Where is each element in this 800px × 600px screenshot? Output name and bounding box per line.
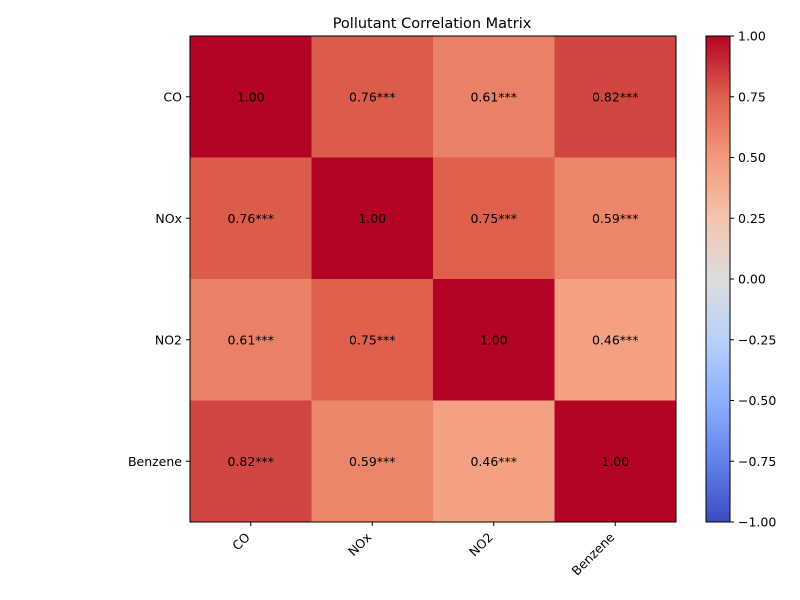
heatmap-cell	[311, 157, 434, 280]
heatmap-cell	[554, 36, 677, 158]
x-tick-label: CO	[229, 529, 253, 553]
cell-value-label: 1.00	[237, 89, 265, 104]
cell-value-label: 0.46***	[592, 332, 639, 347]
cell-value-label: 0.82***	[227, 454, 274, 469]
heatmap-cell	[554, 400, 677, 523]
cell-value-label: 0.59***	[592, 211, 639, 226]
y-tick-label: NOx	[155, 211, 182, 226]
colorbar	[705, 35, 731, 523]
cell-value-label: 0.61***	[227, 332, 274, 347]
heatmap-cell	[190, 36, 312, 158]
x-axis-ticks: CO NOx NO2 Benzene	[229, 522, 618, 578]
cell-value-label: 0.76***	[349, 89, 396, 104]
cell-value-label: 1.00	[601, 454, 629, 469]
y-axis-ticks: CO NOx NO2 Benzene	[128, 89, 190, 469]
heatmap-cell	[433, 279, 555, 401]
heatmap-cell	[190, 157, 312, 280]
colorbar-tick-label: 0.00	[738, 272, 766, 287]
heatmap-cell	[190, 279, 312, 401]
chart-title: Pollutant Correlation Matrix	[333, 16, 532, 32]
colorbar-tick-label: 1.00	[738, 29, 766, 44]
heatmap-cell	[433, 36, 555, 158]
cell-value-label: 0.61***	[470, 89, 517, 104]
cell-value-label: 1.00	[480, 332, 508, 347]
cell-value-label: 0.46***	[470, 454, 517, 469]
heatmap-cell	[311, 36, 434, 158]
y-tick-label: Benzene	[128, 454, 182, 469]
x-tick-label: NO2	[466, 530, 496, 560]
heatmap-cell	[433, 400, 555, 523]
cell-value-label: 0.75***	[470, 211, 517, 226]
colorbar-tick-label: 0.25	[738, 211, 766, 226]
heatmap-cell	[554, 157, 677, 280]
cell-value-label: 0.76***	[227, 211, 274, 226]
heatmap-cell	[190, 400, 312, 523]
cell-value-label: 0.59***	[349, 454, 396, 469]
heatmap-cell	[554, 279, 677, 401]
heatmap-frame	[189, 35, 677, 523]
colorbar-ticks: −1.00 −0.75 −0.50 −0.25 0.00 0.25 0.50 0.75 1.00	[730, 29, 776, 530]
colorbar-tick-label: −0.75	[738, 454, 776, 469]
colorbar-tick-label: 0.75	[738, 89, 766, 104]
heatmap-grid: 1.00 0.76*** 0.61*** 0.82*** 0.76*** 1.00 0.75…	[190, 36, 677, 523]
cell-value-label: 1.00	[358, 211, 386, 226]
colorbar-tick-label: −0.50	[738, 393, 776, 408]
heatmap-cell	[433, 157, 555, 280]
colorbar-tick-label: −1.00	[738, 515, 776, 530]
heatmap-cell	[311, 400, 434, 523]
colorbar-tick-label: −0.25	[738, 332, 776, 347]
x-tick-label: NOx	[345, 530, 374, 559]
cell-value-label: 0.82***	[592, 89, 639, 104]
y-tick-label: NO2	[155, 332, 182, 347]
colorbar-tick-label: 0.50	[738, 150, 766, 165]
cell-value-label: 0.75***	[349, 332, 396, 347]
heatmap-cell	[311, 279, 434, 401]
x-tick-label: Benzene	[569, 529, 618, 578]
y-tick-label: CO	[163, 89, 182, 104]
